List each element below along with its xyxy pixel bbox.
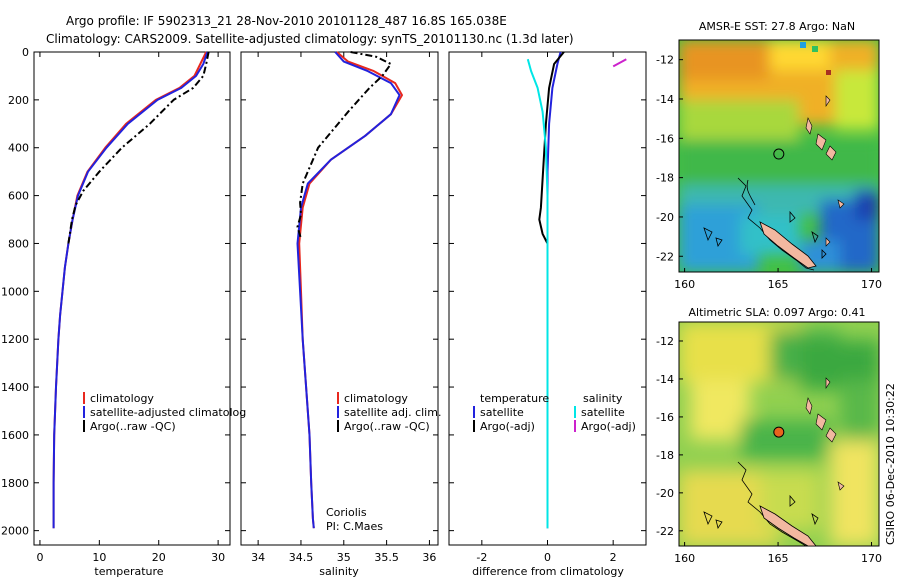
- sla-argo-position-marker: [773, 426, 785, 438]
- sst-ytick-label: -18: [656, 172, 674, 185]
- sst-map-frame: [678, 39, 880, 273]
- temperature-xtick-label: 10: [92, 551, 106, 564]
- sst-ytick-label: -14: [656, 93, 674, 106]
- sst-ytick-label: -12: [656, 54, 674, 67]
- csiro-timestamp: CSIRO 06-Dec-2010 10:30:22: [884, 383, 897, 545]
- temperature-xtick-label: 30: [211, 551, 225, 564]
- salinity-panel: 34 34.5 35 35.5 36: [240, 51, 439, 564]
- temperature-xtick-label: 20: [152, 551, 166, 564]
- temperature-xtick-label: 0: [36, 551, 43, 564]
- sst-argo-marker-layer: [773, 148, 785, 160]
- header-line-1: Argo profile: IF 5902313_21 28-Nov-2010 …: [66, 14, 507, 28]
- legend-label-temperature: temperature: [480, 392, 549, 405]
- legend-label-sal-argo: Argo(-adj): [581, 420, 636, 433]
- sst-islands: [759, 95, 845, 269]
- sst-map-title: AMSR-E SST: 27.8 Argo: NaN: [699, 20, 855, 33]
- legend-label-sal-satellite: satellite: [581, 406, 625, 419]
- temperature-axes-frame: [33, 51, 231, 546]
- depth-tick-label: 1400: [1, 381, 29, 394]
- difference-series-argo-adj-: [538, 51, 565, 244]
- legend-label-temp-satellite: satellite: [480, 406, 524, 419]
- legend-label-satellite: satellite-adjusted climatolog: [90, 406, 246, 419]
- legend-label-argo: Argo(..raw -QC): [344, 420, 430, 433]
- sla-map-frame: [678, 321, 880, 547]
- sla-coastlines: [703, 461, 819, 546]
- header-line-2: Climatology: CARS2009. Satellite-adjuste…: [46, 32, 574, 46]
- sla-ytick-label: -14: [656, 373, 674, 386]
- annotation-coriolis: Coriolis: [326, 506, 367, 519]
- salinity-axes-frame: [240, 51, 439, 546]
- sst-xtick-label: 165: [768, 278, 789, 291]
- temperature-xlabel: temperature: [94, 565, 163, 578]
- depth-tick-label: 1800: [1, 477, 29, 490]
- sla-ytick-label: -16: [656, 411, 674, 424]
- sla-ytick-label: -22: [656, 525, 674, 538]
- sla-ytick-label: -18: [656, 449, 674, 462]
- depth-tick-label: 1000: [1, 285, 29, 298]
- annotation-pi: PI: C.Maes: [326, 520, 383, 533]
- difference-xtick-label: -2: [476, 551, 487, 564]
- salinity-xtick-label: 34.5: [289, 551, 314, 564]
- difference-xtick-label: 2: [610, 551, 617, 564]
- salinity-xlabel: salinity: [319, 565, 359, 578]
- depth-tick-label: 2000: [1, 525, 29, 538]
- salinity-xtick-label: 35.5: [374, 551, 399, 564]
- sst-map-field: [679, 40, 879, 272]
- temperature-panel: 0 10 20 30 0 200 400 600 800 1000 1200 1400 1600 1800…: [1, 46, 231, 564]
- sla-ytick-label: -12: [656, 335, 674, 348]
- sst-axes: 160 165 170 -12 -14 -16 -18 -20 -22: [656, 54, 882, 291]
- difference-panel: -2 0 2: [448, 51, 647, 564]
- temperature-legend: climatology satellite-adjusted climatolo…: [83, 392, 246, 433]
- salinity-legend: climatology satellite adj. clim. Argo(..…: [326, 392, 441, 533]
- depth-tick-label: 1600: [1, 429, 29, 442]
- depth-tick-label: 800: [8, 237, 29, 250]
- depth-tick-label: 200: [8, 94, 29, 107]
- salinity-xtick-label: 35: [337, 551, 351, 564]
- sla-map-title: Altimetric SLA: 0.097 Argo: 0.41: [688, 306, 865, 319]
- depth-tick-label: 0: [22, 46, 29, 59]
- salinity-xtick-label: 34: [251, 551, 265, 564]
- sst-xtick-label: 170: [861, 278, 882, 291]
- sst-argo-position-marker: [773, 148, 785, 160]
- sst-xtick-label: 160: [674, 278, 695, 291]
- difference-legend: temperature satellite Argo(-adj) salinit…: [473, 392, 636, 433]
- legend-label-salinity: salinity: [583, 392, 623, 405]
- depth-tick-label: 600: [8, 190, 29, 203]
- sst-coastlines: [703, 177, 827, 271]
- sla-argo-marker-layer: [773, 426, 785, 438]
- sla-xtick-label: 165: [768, 552, 789, 565]
- sst-ytick-label: -16: [656, 132, 674, 145]
- sst-ytick-label: -20: [656, 211, 674, 224]
- legend-label-climatology: climatology: [344, 392, 408, 405]
- temperature-series-argo-raw-qc-: [67, 51, 210, 244]
- sla-ytick-label: -20: [656, 487, 674, 500]
- sst-ytick-label: -22: [656, 250, 674, 263]
- salinity-series-satellite: [296, 51, 401, 529]
- difference-series-satellite: [526, 58, 549, 529]
- legend-label-climatology: climatology: [90, 392, 154, 405]
- legend-label-satellite: satellite adj. clim.: [344, 406, 441, 419]
- sla-xtick-label: 160: [674, 552, 695, 565]
- salinity-xtick-label: 36: [422, 551, 436, 564]
- difference-xtick-label: 0: [544, 551, 551, 564]
- depth-tick-label: 400: [8, 142, 29, 155]
- salinity-series-argo-raw-qc-: [296, 51, 392, 239]
- legend-label-argo: Argo(..raw -QC): [90, 420, 176, 433]
- sla-xtick-label: 170: [861, 552, 882, 565]
- sla-islands: [759, 377, 845, 546]
- difference-series-argo-adj-: [612, 58, 627, 68]
- depth-tick-label: 1200: [1, 333, 29, 346]
- difference-xlabel: difference from climatology: [472, 565, 624, 578]
- sla-axes: 160 165 170 -12 -14 -16 -18 -20 -22: [656, 335, 882, 565]
- legend-label-temp-argo: Argo(-adj): [480, 420, 535, 433]
